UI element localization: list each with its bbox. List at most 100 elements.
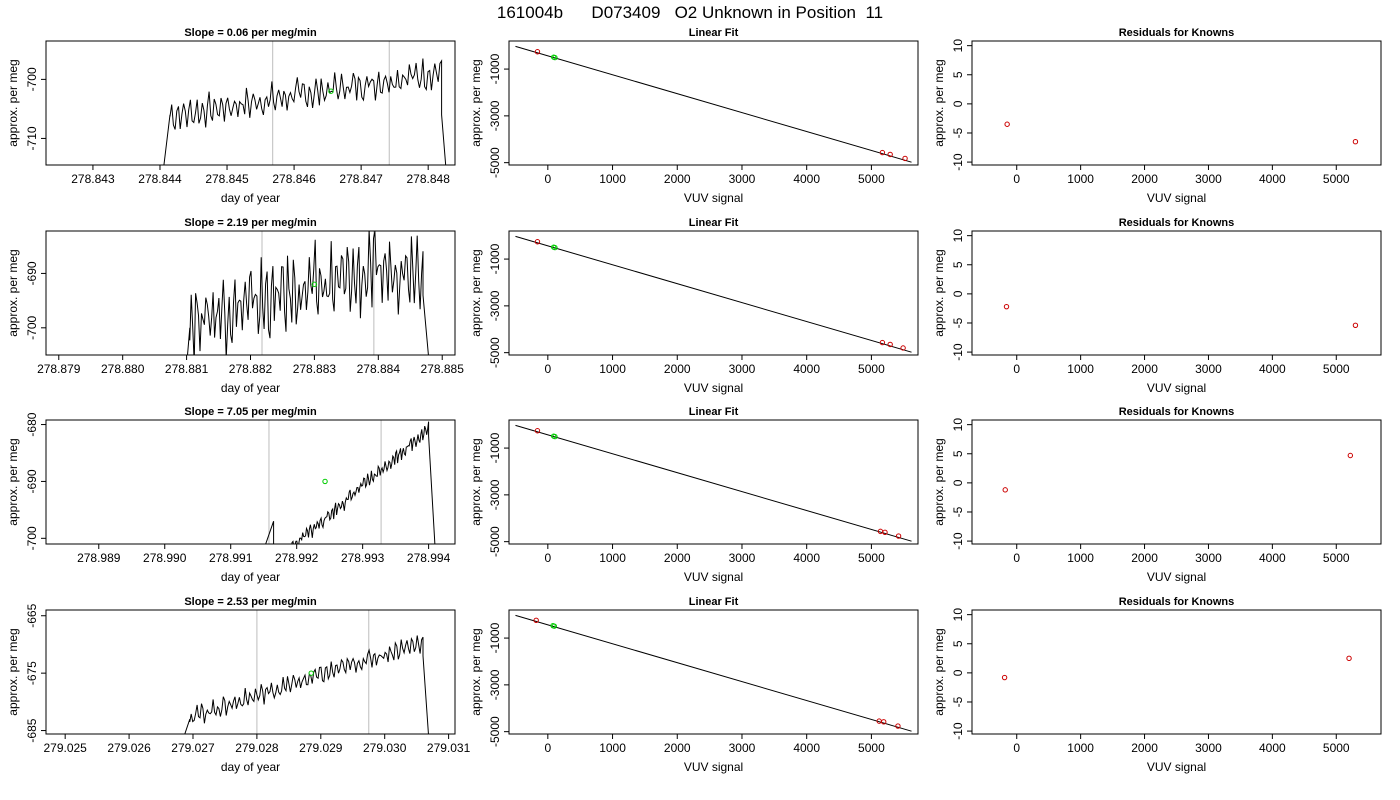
x-tick-label: 2000 — [664, 741, 691, 755]
y-tick-label: -675 — [25, 661, 39, 685]
plot-frame — [971, 40, 1382, 166]
x-axis-label: VUV signal — [684, 191, 743, 205]
unknown-mean-marker — [311, 281, 318, 287]
y-tick-label: -5000 — [488, 526, 502, 557]
x-tick-label: 1000 — [599, 741, 626, 755]
x-tick-label: 278.990 — [143, 551, 187, 565]
known-point — [900, 345, 906, 351]
y-tick-label: -1000 — [488, 53, 502, 84]
x-tick-label: 1000 — [599, 362, 626, 376]
x-tick-label: 278.885 — [421, 362, 465, 376]
plot-frame — [508, 419, 919, 545]
known-point — [534, 49, 541, 55]
x-tick-label: 278.882 — [229, 362, 273, 376]
x-tick-label: 278.989 — [77, 551, 121, 565]
residual-point — [1346, 655, 1352, 662]
plot-area — [187, 231, 429, 355]
x-axis-label: day of year — [221, 381, 280, 395]
x-axis-label: VUV signal — [1147, 570, 1206, 584]
x-tick-label: 0 — [1013, 551, 1020, 565]
x-tick-label: 2000 — [1131, 362, 1158, 376]
y-axis-label: approx. per meg — [6, 59, 20, 146]
x-tick-label: 278.881 — [165, 362, 209, 376]
y-tick-label: -3000 — [488, 669, 502, 700]
residual-point — [1347, 452, 1354, 459]
y-tick-label: 0 — [951, 479, 965, 486]
plot-frame — [508, 230, 919, 356]
panel-timeseries-row1: Slope = 0.06 per meg/min 278.843 278.844 27… — [6, 27, 456, 205]
x-tick-label: 278.879 — [37, 362, 81, 376]
plot-area — [1001, 655, 1352, 681]
y-axis-label: approx. per meg — [469, 628, 483, 715]
x-tick-label: 278.846 — [272, 172, 316, 186]
plot-area — [1002, 452, 1354, 493]
plot-frame — [45, 419, 456, 545]
residual-point — [1004, 121, 1010, 127]
known-point — [879, 339, 886, 346]
y-tick-label: -700 — [25, 315, 39, 339]
data-trace-line — [163, 58, 447, 165]
x-tick-label: 278.883 — [293, 362, 337, 376]
y-tick-label: -700 — [25, 526, 39, 550]
y-tick-label: 5 — [951, 640, 965, 647]
x-tick-label: 3000 — [1195, 172, 1222, 186]
x-tick-label: 2000 — [664, 362, 691, 376]
known-point — [902, 155, 908, 162]
x-axis-label: VUV signal — [684, 760, 743, 774]
x-axis-label: VUV signal — [1147, 760, 1206, 774]
residual-point — [1002, 487, 1008, 493]
plot-area — [1003, 303, 1359, 329]
y-tick-label: -690 — [25, 261, 39, 285]
x-axis-label: VUV signal — [1147, 381, 1206, 395]
plot-frame — [971, 230, 1382, 356]
y-tick-label: -710 — [25, 126, 39, 150]
known-point — [895, 533, 902, 539]
unknown-mean-marker — [328, 88, 334, 94]
unknown-mean-marker — [308, 670, 314, 676]
residual-point — [1003, 303, 1010, 310]
plot-frame — [508, 40, 919, 166]
panel-title: Slope = 7.05 per meg/min — [184, 406, 317, 418]
fit-line — [515, 45, 912, 163]
y-tick-label: 5 — [951, 71, 965, 78]
panel-title: Linear Fit — [689, 27, 739, 39]
y-axis-label: approx. per meg — [932, 438, 946, 525]
x-tick-label: 278.843 — [71, 172, 115, 186]
y-tick-label: -700 — [25, 67, 39, 91]
y-tick-label: -690 — [25, 469, 39, 493]
y-axis-label: approx. per meg — [469, 249, 483, 336]
data-trace-line — [184, 635, 429, 734]
unknown-point — [551, 623, 558, 629]
x-tick-label: 5000 — [858, 741, 885, 755]
panel-residuals-row4: Residuals for Knowns 0 1000 2000 3000 4000 500… — [932, 596, 1382, 774]
y-axis-label: approx. per meg — [6, 438, 20, 525]
fit-line — [515, 424, 912, 542]
figure-title: 161004b D073409 O2 Unknown in Position 1… — [497, 3, 883, 22]
fit-line — [515, 235, 912, 353]
plot-frame — [971, 419, 1382, 545]
plot-frame — [45, 40, 456, 166]
y-tick-label: -680 — [25, 412, 39, 436]
x-tick-label: 3000 — [1195, 741, 1222, 755]
x-tick-label: 1000 — [1067, 551, 1094, 565]
x-tick-label: 5000 — [858, 362, 885, 376]
panel-title: Linear Fit — [689, 217, 739, 229]
x-tick-label: 5000 — [1323, 551, 1350, 565]
x-tick-label: 278.992 — [275, 551, 319, 565]
unknown-point — [552, 433, 558, 440]
x-tick-label: 2000 — [664, 551, 691, 565]
y-axis-label: approx. per meg — [932, 249, 946, 336]
x-tick-label: 0 — [544, 362, 551, 376]
y-tick-label: -10 — [951, 153, 965, 171]
y-tick-label: 10 — [951, 39, 965, 53]
panel-title: Residuals for Knowns — [1119, 217, 1235, 229]
x-tick-label: 1000 — [1067, 172, 1094, 186]
y-tick-label: -5000 — [488, 716, 502, 747]
plot-frame — [45, 230, 456, 356]
y-tick-label: 5 — [951, 450, 965, 457]
plot-area — [265, 420, 436, 544]
x-tick-label: 2000 — [1131, 551, 1158, 565]
x-tick-label: 278.845 — [205, 172, 249, 186]
y-tick-label: -10 — [951, 532, 965, 550]
x-tick-label: 279.028 — [235, 741, 279, 755]
